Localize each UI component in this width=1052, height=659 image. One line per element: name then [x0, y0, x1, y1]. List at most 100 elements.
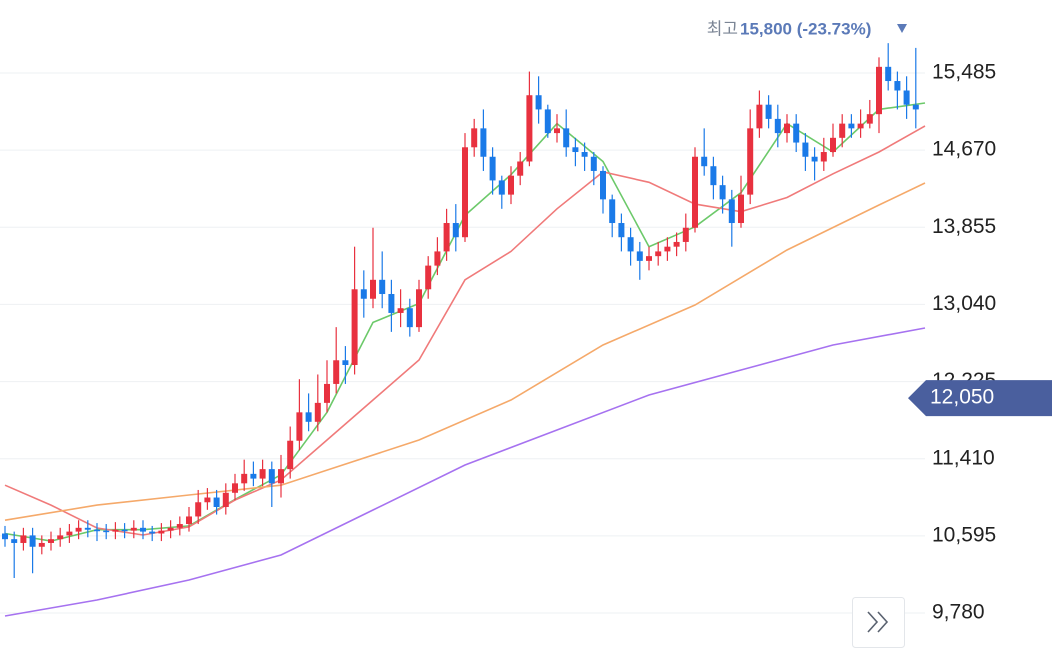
candle-body	[554, 128, 560, 134]
high-marker-arrow	[897, 24, 907, 33]
candle-body	[489, 156, 496, 181]
candle-body	[765, 104, 772, 119]
candle-body	[232, 483, 238, 493]
candle-body	[29, 535, 36, 547]
candle-body	[195, 502, 202, 517]
candle-body	[544, 109, 551, 134]
candle-body	[784, 123, 790, 134]
candle-body	[590, 156, 597, 171]
candle-body	[618, 223, 625, 238]
candle-body	[176, 524, 183, 528]
candle-body	[11, 539, 18, 543]
candle-body	[774, 118, 781, 134]
candle-body	[140, 527, 146, 532]
y-tick-label: 14,670	[932, 138, 996, 161]
candle-body	[296, 412, 303, 441]
current-price-label: 12,050	[930, 386, 994, 409]
candle-body	[508, 175, 514, 195]
candle-body	[811, 156, 818, 162]
candle-body	[664, 246, 671, 252]
candle-body	[848, 123, 855, 129]
y-tick-label: 13,040	[932, 292, 996, 315]
candle-body	[820, 152, 827, 162]
candle-body	[48, 539, 54, 543]
candle-body	[287, 440, 294, 470]
high-marker-text: 15,800 (-23.73%)	[740, 19, 871, 38]
candle-body	[94, 529, 100, 532]
candle-body	[830, 137, 836, 153]
candle-body	[480, 128, 487, 157]
candle-body	[2, 533, 8, 540]
candle-body	[250, 473, 257, 479]
candle-body	[692, 156, 698, 228]
candle-body	[434, 251, 441, 266]
collapse-button-box[interactable]	[852, 597, 905, 648]
high-marker-prefix: 최고	[707, 19, 738, 38]
candle-body	[563, 128, 570, 148]
candle-body	[903, 90, 910, 105]
candle-body	[655, 251, 662, 257]
candles	[2, 43, 919, 578]
candle-body	[416, 289, 422, 328]
candle-body	[802, 142, 809, 157]
candle-body	[406, 308, 413, 328]
candle-body	[213, 497, 220, 507]
candle-body	[912, 104, 919, 110]
y-tick-label: 13,855	[932, 215, 996, 238]
candle-body	[756, 104, 763, 129]
candle-body	[646, 256, 652, 261]
candle-body	[103, 530, 110, 533]
candle-body	[793, 123, 800, 143]
moving-average-line	[4, 327, 926, 617]
candle-body	[38, 542, 45, 547]
candle-body	[857, 123, 864, 129]
candle-body	[222, 492, 229, 507]
candle-body	[57, 535, 64, 540]
candle-body	[360, 289, 367, 299]
candle-body	[572, 147, 579, 153]
candle-body	[636, 251, 643, 261]
candle-body	[581, 152, 588, 157]
candle-body	[894, 81, 901, 91]
candle-body	[241, 473, 248, 484]
candle-body	[121, 529, 128, 532]
candle-body	[682, 227, 689, 242]
candle-body	[278, 469, 284, 484]
candle-body	[66, 531, 73, 536]
candle-body	[204, 497, 211, 503]
collapse-button[interactable]	[852, 597, 905, 648]
candle-body	[112, 529, 119, 532]
candle-body	[186, 516, 192, 525]
candle-body	[876, 66, 882, 115]
candle-body	[738, 194, 744, 224]
candle-body	[866, 114, 873, 124]
candle-body	[75, 527, 82, 532]
candle-body	[130, 527, 137, 531]
candle-body	[728, 199, 735, 224]
candle-body	[397, 308, 404, 313]
candle-body	[517, 161, 524, 176]
collapse-icon[interactable]	[867, 611, 889, 633]
candle-body	[600, 170, 606, 200]
candle-body	[609, 199, 616, 224]
moving-average-line	[4, 182, 926, 521]
current-price-tag	[908, 380, 1052, 417]
candle-body	[158, 530, 165, 534]
moving-average-line	[4, 125, 926, 536]
candle-body	[425, 265, 432, 290]
candle-body	[462, 147, 468, 238]
candle-body	[351, 289, 358, 366]
candle-body	[268, 469, 275, 484]
candle-body	[747, 128, 754, 195]
y-tick-label: 9,780	[932, 601, 985, 624]
candle-body	[627, 237, 634, 252]
candle-body	[149, 531, 156, 534]
candle-body	[719, 185, 726, 200]
candle-body	[885, 66, 892, 82]
candle-body	[452, 223, 459, 238]
candle-body	[20, 535, 27, 543]
candle-body	[305, 412, 312, 422]
candle-body	[443, 223, 450, 252]
candle-body	[526, 95, 533, 162]
